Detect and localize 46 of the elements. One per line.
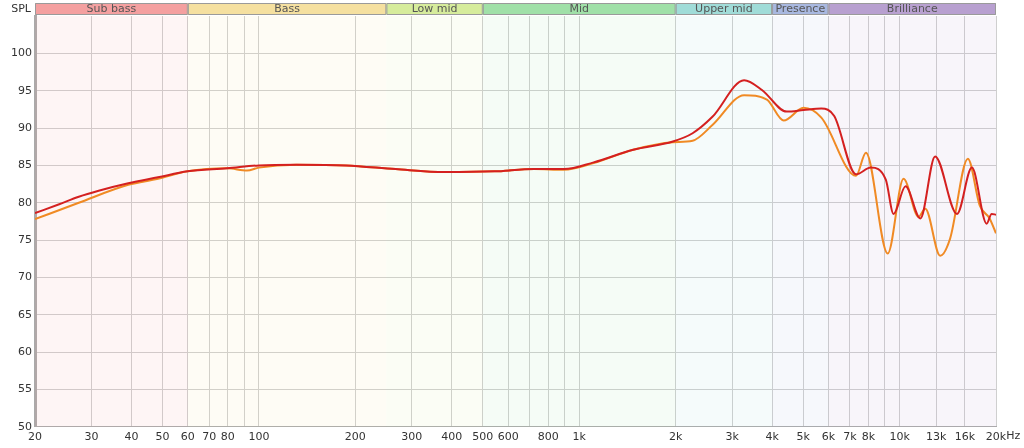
y-tick-label: 60 <box>18 344 32 358</box>
y-tick-label: 95 <box>18 83 32 97</box>
x-tick-label: 1k <box>572 430 587 444</box>
band-label: Low mid <box>411 2 458 16</box>
band-label: Mid <box>569 2 589 16</box>
x-tick-label: 13k <box>925 430 947 444</box>
y-tick-label: 80 <box>18 195 32 209</box>
x-tick-label: 8k <box>861 430 876 444</box>
x-tick-label: 20 <box>28 430 42 444</box>
band-label: Bass <box>274 2 301 16</box>
x-tick-label: 3k <box>725 430 740 444</box>
y-tick-label: 65 <box>18 307 32 321</box>
x-tick-label: 7k <box>843 430 858 444</box>
x-tick-label: 800 <box>537 430 559 444</box>
y-tick-label: 50 <box>18 419 32 433</box>
x-tick-label: 5k <box>796 430 811 444</box>
y-axis-title: SPL <box>11 2 32 16</box>
x-axis-title: Hz <box>1006 429 1021 443</box>
x-tick-label: 20k <box>985 430 1007 444</box>
y-tick-label: 70 <box>18 270 32 284</box>
x-tick-label: 16k <box>954 430 976 444</box>
x-tick-label: 80 <box>220 430 235 444</box>
x-tick-label: 300 <box>401 430 423 444</box>
x-tick-label: 6k <box>821 430 836 444</box>
x-tick-label: 500 <box>472 430 494 444</box>
x-tick-label: 40 <box>124 430 139 444</box>
band-label: Upper mid <box>695 2 753 16</box>
band-label: Sub bass <box>86 2 137 16</box>
x-tick-label: 10k <box>889 430 911 444</box>
x-tick-label: 60 <box>180 430 195 444</box>
x-tick-label: 50 <box>155 430 170 444</box>
band-label: Brilliance <box>886 2 938 16</box>
y-tick-label: 75 <box>18 232 32 246</box>
y-tick-label: 100 <box>11 46 32 60</box>
x-tick-label: 400 <box>441 430 463 444</box>
x-tick-label: 4k <box>765 430 780 444</box>
x-tick-label: 600 <box>497 430 519 444</box>
x-tick-label: 100 <box>248 430 270 444</box>
y-tick-label: 90 <box>18 120 32 134</box>
x-tick-label: 200 <box>344 430 366 444</box>
band-label: Presence <box>775 2 826 16</box>
x-tick-label: 70 <box>202 430 217 444</box>
x-tick-label: 2k <box>668 430 683 444</box>
y-tick-label: 55 <box>18 382 32 396</box>
y-tick-label: 85 <box>18 158 32 172</box>
x-tick-label: 30 <box>84 430 99 444</box>
